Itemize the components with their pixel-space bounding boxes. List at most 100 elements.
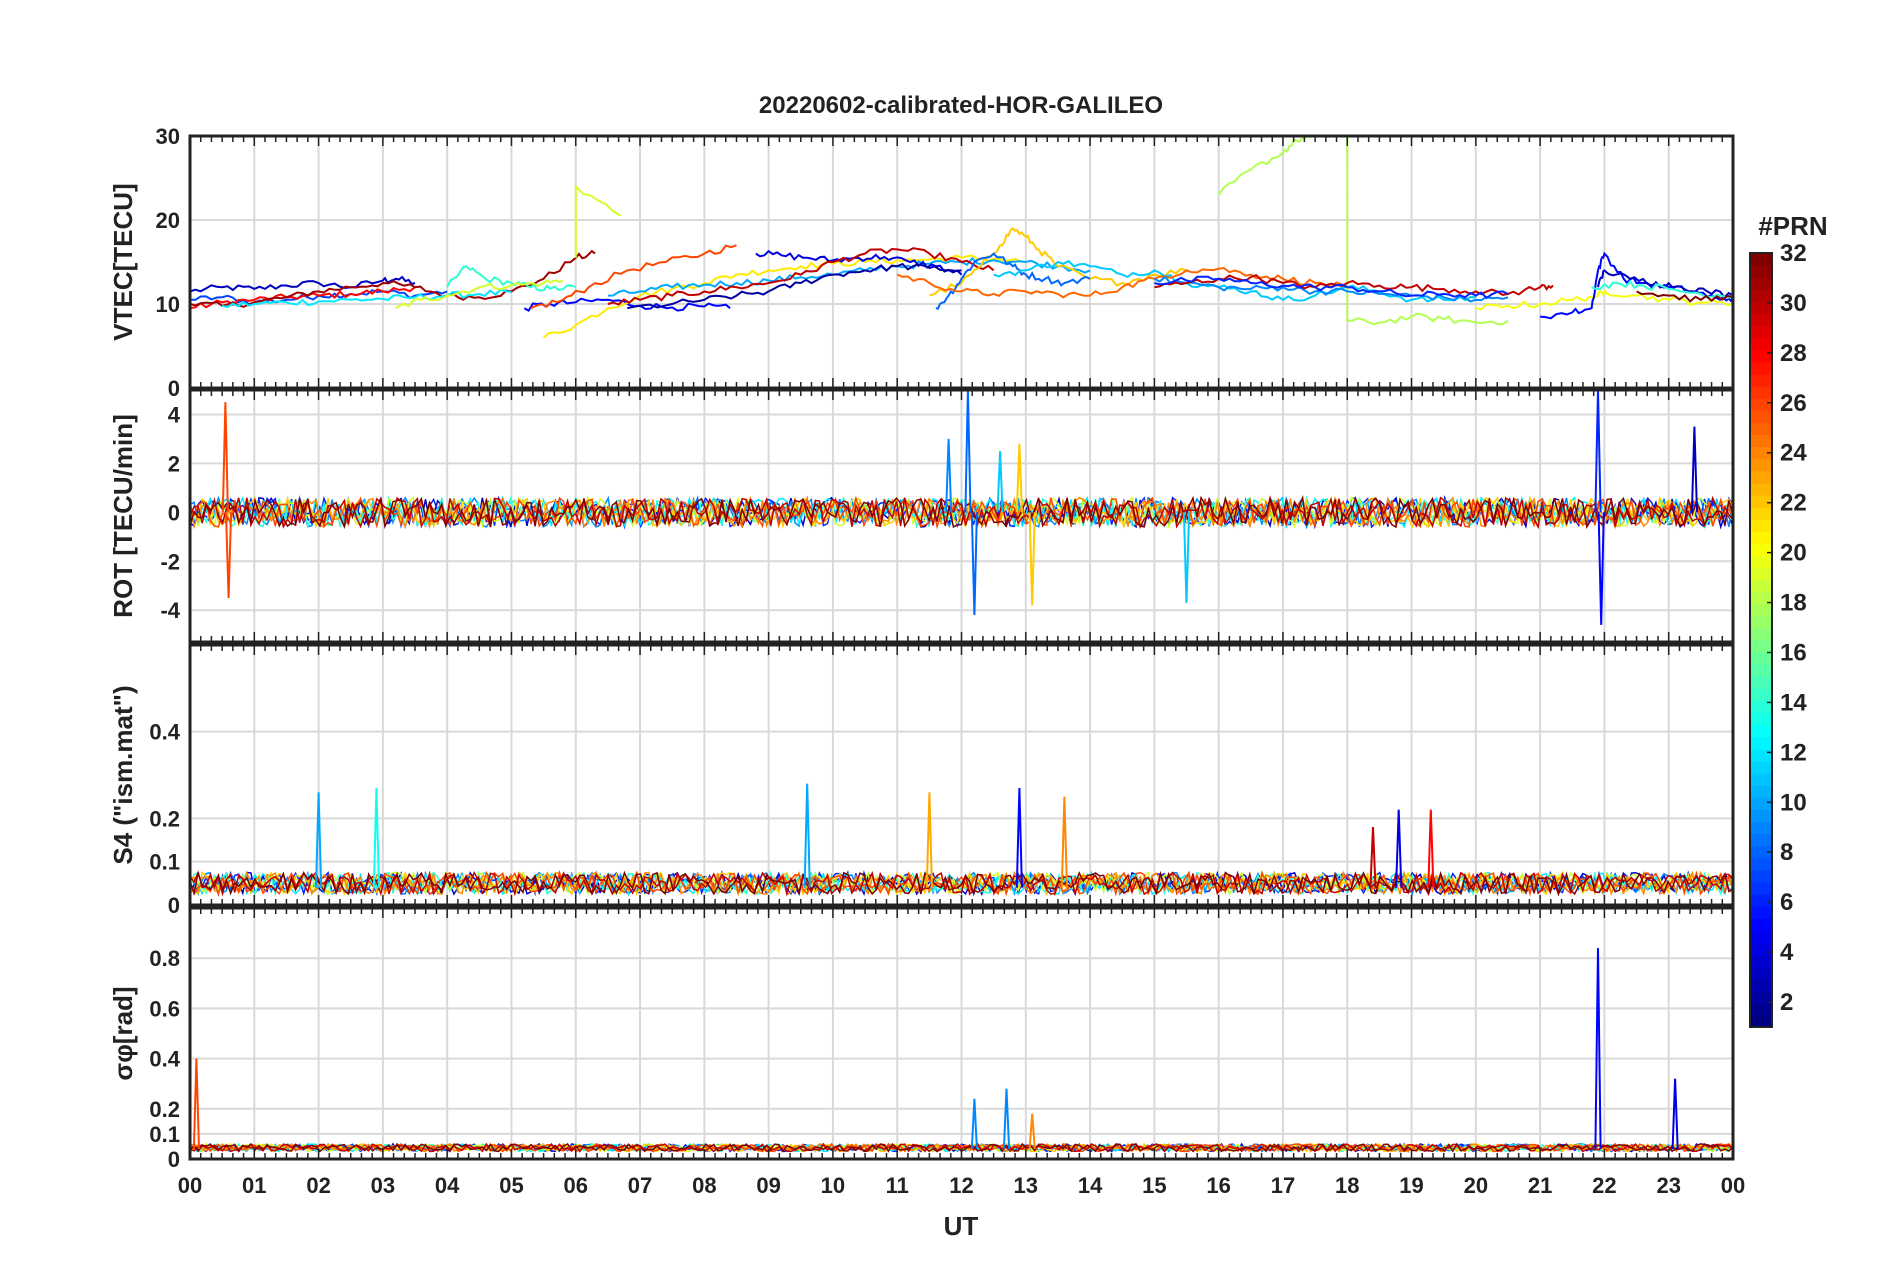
s4-spike (1395, 809, 1403, 888)
colorbar-cell (1750, 313, 1772, 327)
vtec-series-line (1597, 269, 1733, 299)
colorbar-tick-label: 24 (1780, 440, 1807, 467)
colorbar-cell (1750, 277, 1772, 290)
colorbar-cell (1750, 724, 1772, 738)
colorbar-cell (1750, 652, 1772, 665)
colorbar-cell (1750, 918, 1772, 931)
colorbar-cell (1750, 640, 1772, 653)
rot-y-axis-label: ROT [TECU/min] (108, 414, 138, 618)
sigma-phi-y-tick-labels: 00.10.2 0.4 0.6 0.8 (149, 946, 180, 1172)
colorbar-cell (1750, 1002, 1772, 1016)
rot-y-tick: 2 (168, 451, 180, 476)
sigma-phi-grid (190, 908, 1733, 1159)
colorbar-cell (1750, 627, 1772, 641)
colorbar-cell (1750, 845, 1772, 859)
colorbar-cell (1750, 1014, 1772, 1028)
x-tick-label: 07 (628, 1173, 652, 1198)
vtec-series-line (190, 286, 416, 310)
x-tick-label: 03 (371, 1173, 395, 1198)
vtec-series-line (1154, 274, 1554, 296)
vtec-series-line (542, 254, 1026, 339)
s4-spike (315, 792, 323, 888)
rot-y-tick: 4 (168, 402, 181, 427)
sigma-phi-spike (970, 1098, 978, 1150)
vtec-series-line (530, 244, 737, 310)
colorbar-cell (1750, 954, 1772, 968)
rot-lines (190, 390, 1733, 625)
vtec-series-line (1591, 279, 1733, 299)
vtec-lines (190, 136, 1733, 339)
x-tick-label: 10 (821, 1173, 845, 1198)
colorbar-cell (1750, 930, 1772, 943)
colorbar-cell (1750, 881, 1772, 895)
rot-y-tick: -2 (160, 549, 180, 574)
sigma-phi-y-axis-label: σφ[rad] (108, 986, 138, 1080)
colorbar-cell (1750, 519, 1772, 532)
x-axis-label: UT (944, 1211, 979, 1241)
vtec-series-line (626, 262, 962, 310)
colorbar-cell (1750, 458, 1772, 472)
colorbar-cell (1750, 337, 1772, 351)
sigma-phi-y-tick: 0.8 (149, 946, 180, 971)
colorbar-cell (1750, 434, 1772, 448)
rot-spike (1690, 426, 1698, 513)
rot-spike (1594, 390, 1602, 513)
colorbar-cell (1750, 748, 1772, 762)
vtec-series-line (896, 266, 1348, 299)
rot-spike (1028, 512, 1036, 606)
colorbar-tick-label: 18 (1780, 590, 1807, 617)
colorbar-cell (1750, 978, 1772, 992)
colorbar-tick-label: 14 (1780, 689, 1807, 716)
x-tick-label: 01 (242, 1173, 266, 1198)
s4-y-axis-label: S4 ("ism.mat") (108, 685, 138, 864)
colorbar-cell (1750, 942, 1772, 956)
panel-sigma-phi: 00.10.2 0.4 0.6 0.8 σφ[rad] (108, 906, 1735, 1172)
rot-frame (188, 388, 1735, 644)
colorbar-tick-label: 2 (1780, 989, 1793, 1016)
s4-y-tick: 0 (168, 893, 180, 918)
colorbar-cell (1750, 966, 1772, 980)
vtec-series-line (395, 279, 564, 310)
x-tick-label: 09 (756, 1173, 780, 1198)
colorbar-cell (1750, 567, 1772, 581)
x-tick-label: 05 (499, 1173, 523, 1198)
colorbar-cell (1750, 591, 1772, 605)
colorbar-cell (1750, 664, 1772, 677)
s4-spike (372, 787, 380, 888)
rot-y-tick: -4 (160, 598, 180, 623)
s4-lines (190, 783, 1733, 898)
colorbar-cell (1750, 676, 1772, 689)
colorbar-cell (1750, 289, 1772, 302)
colorbar-cell (1750, 506, 1772, 520)
colorbar-cell (1750, 603, 1772, 617)
colorbar-tick-label: 4 (1780, 939, 1794, 966)
colorbar-tick-label: 10 (1780, 789, 1807, 816)
colorbar-tick-label: 28 (1780, 340, 1807, 367)
sigma-phi-y-tick: 0.6 (149, 996, 180, 1021)
s4-y-tick-labels: 0 0.1 0.2 0.4 (149, 720, 180, 918)
x-tick-label: 22 (1592, 1173, 1616, 1198)
panel-rot: -4 -2 0 2 4 ROT [TECU/min] (108, 388, 1735, 644)
s4-spike (1427, 809, 1435, 888)
x-tick-label: 06 (564, 1173, 588, 1198)
colorbar-cell (1750, 906, 1772, 919)
colorbar-cell (1750, 990, 1772, 1004)
colorbar-cell (1750, 700, 1772, 714)
colorbar-tick-label: 22 (1780, 490, 1807, 517)
colorbar-cell (1750, 688, 1772, 702)
x-tick-label: 14 (1078, 1173, 1103, 1198)
vtec-y-tick: 0 (168, 376, 180, 401)
x-tick-label: 04 (435, 1173, 460, 1198)
colorbar-cell (1750, 893, 1772, 907)
vtec-series-line (221, 288, 512, 309)
colorbar-cell (1750, 349, 1772, 363)
vtec-series-line (1217, 136, 1509, 326)
colorbar-cell (1750, 482, 1772, 496)
sigma-phi-frame (188, 906, 1735, 1161)
s4-y-tick: 0.1 (149, 850, 180, 875)
rot-spike (1182, 512, 1191, 603)
vtec-series-line (1153, 275, 1509, 303)
colorbar-cell (1750, 265, 1772, 278)
s4-y-tick: 0.2 (149, 806, 180, 831)
